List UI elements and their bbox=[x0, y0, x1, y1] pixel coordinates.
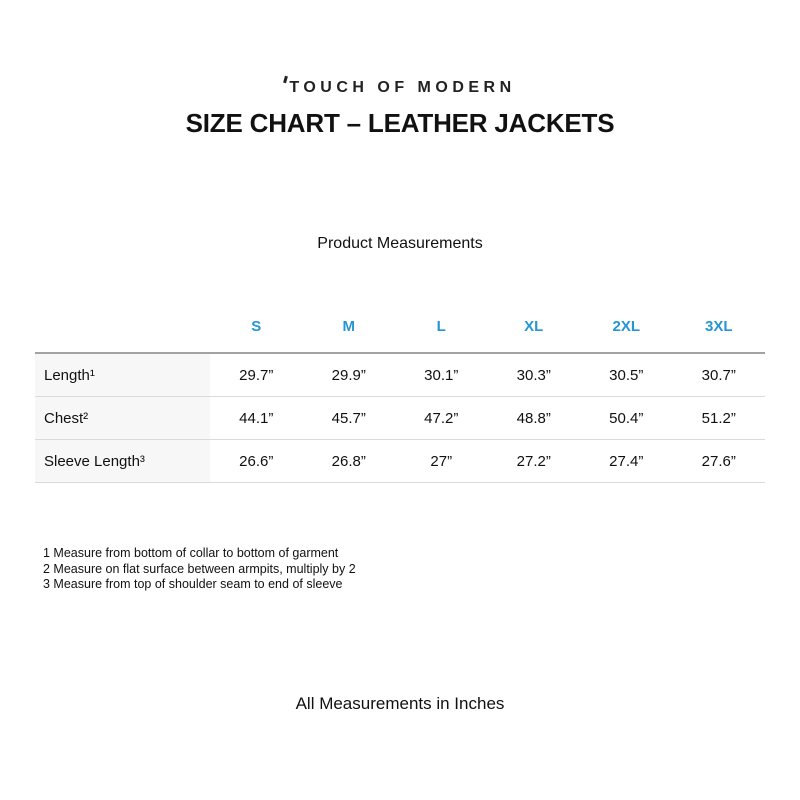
footnote-line-2: 2 Measure on flat surface between armpit… bbox=[43, 561, 356, 576]
size-column-header-xl: XL bbox=[487, 300, 580, 354]
empty-header-cell bbox=[35, 300, 210, 354]
size-column-header-m: M bbox=[302, 300, 395, 354]
measurement-cell: 30.1” bbox=[395, 353, 488, 397]
measurement-cell: 51.2” bbox=[672, 396, 765, 440]
measurement-cell: 27.6” bbox=[672, 439, 765, 483]
measurement-cell: 44.1” bbox=[210, 396, 303, 440]
measurement-cell: 29.9” bbox=[302, 353, 395, 397]
measurement-cell: 47.2” bbox=[395, 396, 488, 440]
measurement-cell: 30.5” bbox=[580, 353, 673, 397]
size-column-header-2xl: 2XL bbox=[580, 300, 673, 354]
measurement-cell: 48.8” bbox=[487, 396, 580, 440]
size-column-header-l: L bbox=[395, 300, 488, 354]
footnotes: 1 Measure from bottom of collar to botto… bbox=[43, 546, 356, 593]
section-heading: Product Measurements bbox=[317, 235, 483, 252]
row-label-length: Length¹ bbox=[35, 353, 210, 397]
table-row-chest: Chest² 44.1” 45.7” 47.2” 48.8” 50.4” 51.… bbox=[35, 396, 765, 440]
size-column-header-3xl: 3XL bbox=[672, 300, 765, 354]
footer-note: All Measurements in Inches bbox=[295, 694, 505, 713]
measurement-cell: 50.4” bbox=[580, 396, 673, 440]
table-row-length: Length¹ 29.7” 29.9” 30.1” 30.3” 30.5” 30… bbox=[35, 353, 765, 397]
page-title: SIZE CHART – LEATHER JACKETS bbox=[185, 108, 615, 138]
measurement-cell: 30.3” bbox=[487, 353, 580, 397]
size-column-header-s: S bbox=[210, 300, 303, 354]
logo-tick-icon bbox=[283, 75, 289, 84]
measurement-cell: 27.4” bbox=[580, 439, 673, 483]
measurement-cell: 29.7” bbox=[210, 353, 303, 397]
table-header-row: S M L XL 2XL 3XL bbox=[35, 300, 765, 354]
measurement-cell: 30.7” bbox=[672, 353, 765, 397]
row-label-chest: Chest² bbox=[35, 396, 210, 440]
brand-logo: TOUCH OF MODERN bbox=[0, 75, 800, 98]
footnote-line-3: 3 Measure from top of shoulder seam to e… bbox=[43, 577, 343, 591]
row-label-sleeve-length: Sleeve Length³ bbox=[35, 439, 210, 483]
table-row-sleeve-length: Sleeve Length³ 26.6” 26.8” 27” 27.2” 27.… bbox=[35, 439, 765, 483]
brand-logo-text: TOUCH OF MODERN bbox=[289, 79, 516, 96]
measurement-cell: 45.7” bbox=[302, 396, 395, 440]
measurement-cell: 26.8” bbox=[302, 439, 395, 483]
measurement-cell: 27.2” bbox=[487, 439, 580, 483]
measurement-cell: 26.6” bbox=[210, 439, 303, 483]
measurement-cell: 27” bbox=[395, 439, 488, 483]
size-table: S M L XL 2XL 3XL Length¹ 29.7” 29.9” 30.… bbox=[35, 300, 765, 483]
footnote-line-1: 1 Measure from bottom of collar to botto… bbox=[43, 546, 339, 560]
